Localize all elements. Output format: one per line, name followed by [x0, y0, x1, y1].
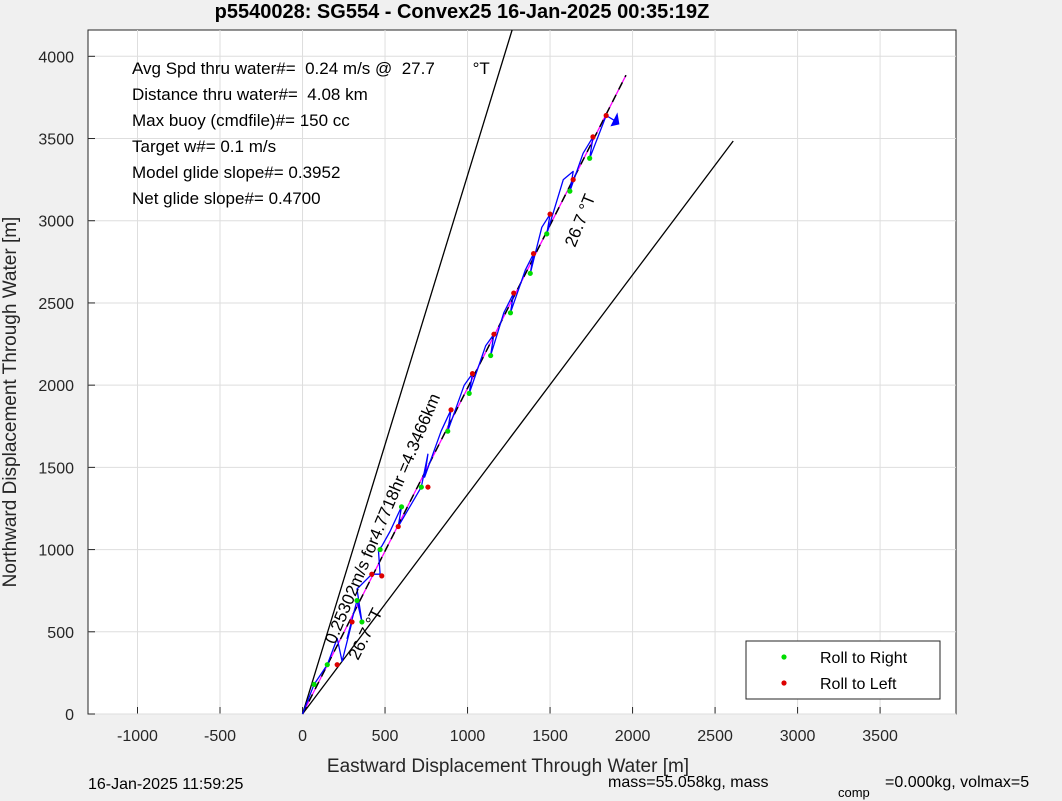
roll-left-marker: [425, 484, 431, 490]
roll-left-marker: [570, 177, 576, 183]
roll-left-marker: [369, 571, 375, 577]
y-tick-label: 3500: [38, 132, 74, 149]
roll-left-marker: [379, 573, 385, 579]
footer-volmax: =0.000kg, volmax=5: [885, 774, 1029, 791]
y-tick-label: 500: [47, 625, 74, 642]
roll-left-marker: [349, 619, 355, 625]
plot-area: [87, 29, 957, 715]
legend-roll-left-marker: [781, 680, 787, 686]
roll-left-marker: [603, 112, 609, 119]
roll-markers: [311, 112, 609, 688]
roll-right-marker: [466, 390, 472, 396]
y-tick-label: 1000: [38, 543, 74, 560]
reference-line-dashed: [301, 74, 627, 715]
roll-right-marker: [324, 662, 330, 668]
roll-left-marker: [491, 331, 497, 337]
chart-title: p5540028: SG554 - Convex25 16-Jan-2025 0…: [215, 1, 710, 23]
x-tick-label: -500: [204, 728, 236, 745]
y-tick-label: 4000: [38, 49, 74, 66]
stat-net-glide-slope: Net glide slope#= 0.4700: [132, 189, 321, 208]
roll-left-marker: [590, 134, 596, 140]
reference-line: [301, 29, 513, 715]
roll-right-marker: [587, 155, 593, 161]
y-tick-label: 1500: [38, 460, 74, 477]
stat-model-glide-slope: Model glide slope#= 0.3952: [132, 163, 340, 182]
stat-max-buoy: Max buoy (cmdfile)#= 150 cc: [132, 111, 350, 130]
roll-right-marker: [311, 681, 317, 688]
reference-line: [302, 140, 734, 715]
y-tick-label: 2500: [38, 296, 74, 313]
y-tick-label: 2000: [38, 378, 74, 395]
track-end-arrow: [610, 112, 620, 127]
stats-block: Avg Spd thru water#= 0.24 m/s @ 27.7 °T …: [132, 59, 490, 208]
roll-left-marker: [511, 290, 517, 296]
roll-right-marker: [488, 352, 494, 359]
x-tick-label: 3500: [862, 728, 898, 745]
x-tick-label: 0: [298, 728, 307, 745]
x-tick-label: 500: [372, 728, 399, 745]
roll-right-marker: [507, 310, 514, 316]
roll-right-marker: [377, 546, 383, 553]
stat-avg-speed: Avg Spd thru water#= 0.24 m/s @ 27.7 °T: [132, 59, 490, 78]
stat-distance: Distance thru water#= 4.08 km: [132, 85, 368, 104]
roll-left-marker: [395, 523, 401, 530]
grid: [88, 30, 956, 715]
legend-box: [745, 640, 941, 700]
y-tick-label: 0: [65, 707, 74, 724]
roll-left-marker: [448, 407, 454, 413]
stat-target-w: Target w#= 0.1 m/s: [132, 137, 276, 156]
x-tick-label: 1500: [532, 728, 568, 745]
roll-right-marker: [359, 619, 365, 625]
roll-right-marker: [544, 231, 550, 237]
track-line: [301, 114, 615, 715]
legend-roll-right-marker: [781, 654, 787, 660]
y-tick-label: 3000: [38, 214, 74, 231]
x-axis-label: Eastward Displacement Through Water [m]: [327, 756, 689, 777]
y-axis-label: Northward Displacement Through Water [m]: [0, 217, 21, 588]
legend-roll-right-label: Roll to Right: [820, 650, 908, 667]
footer-mass: mass=55.058kg, mass: [608, 774, 769, 791]
legend-roll-left-label: Roll to Left: [820, 676, 897, 693]
x-tick-label: 2000: [615, 728, 651, 745]
roll-right-marker: [445, 428, 451, 434]
roll-right-marker: [354, 597, 360, 604]
legend: Roll to Right Roll to Left: [745, 640, 941, 700]
x-tick-labels: -1000 -500 0 500 1000 1500 2000 2500 3000 3500: [117, 728, 898, 745]
roll-left-marker: [530, 251, 537, 257]
x-tick-label: -1000: [117, 728, 158, 745]
roll-left-marker: [469, 371, 476, 377]
roll-left-marker: [547, 211, 553, 217]
roll-right-marker: [398, 504, 405, 510]
track-series: [301, 112, 620, 715]
roll-left-marker: [334, 662, 340, 668]
x-tick-label: 2500: [697, 728, 733, 745]
y-tick-labels: 0 500 1000 1500 2000 2500 3000 3500 4000: [38, 49, 74, 724]
footer-timestamp: 16-Jan-2025 11:59:25: [88, 776, 243, 793]
x-tick-label: 3000: [780, 728, 816, 745]
roll-right-marker: [418, 484, 424, 490]
roll-right-marker: [527, 270, 533, 276]
roll-right-marker: [567, 188, 573, 194]
footer-mass-subscript: comp: [838, 785, 870, 800]
x-tick-label: 1000: [450, 728, 486, 745]
